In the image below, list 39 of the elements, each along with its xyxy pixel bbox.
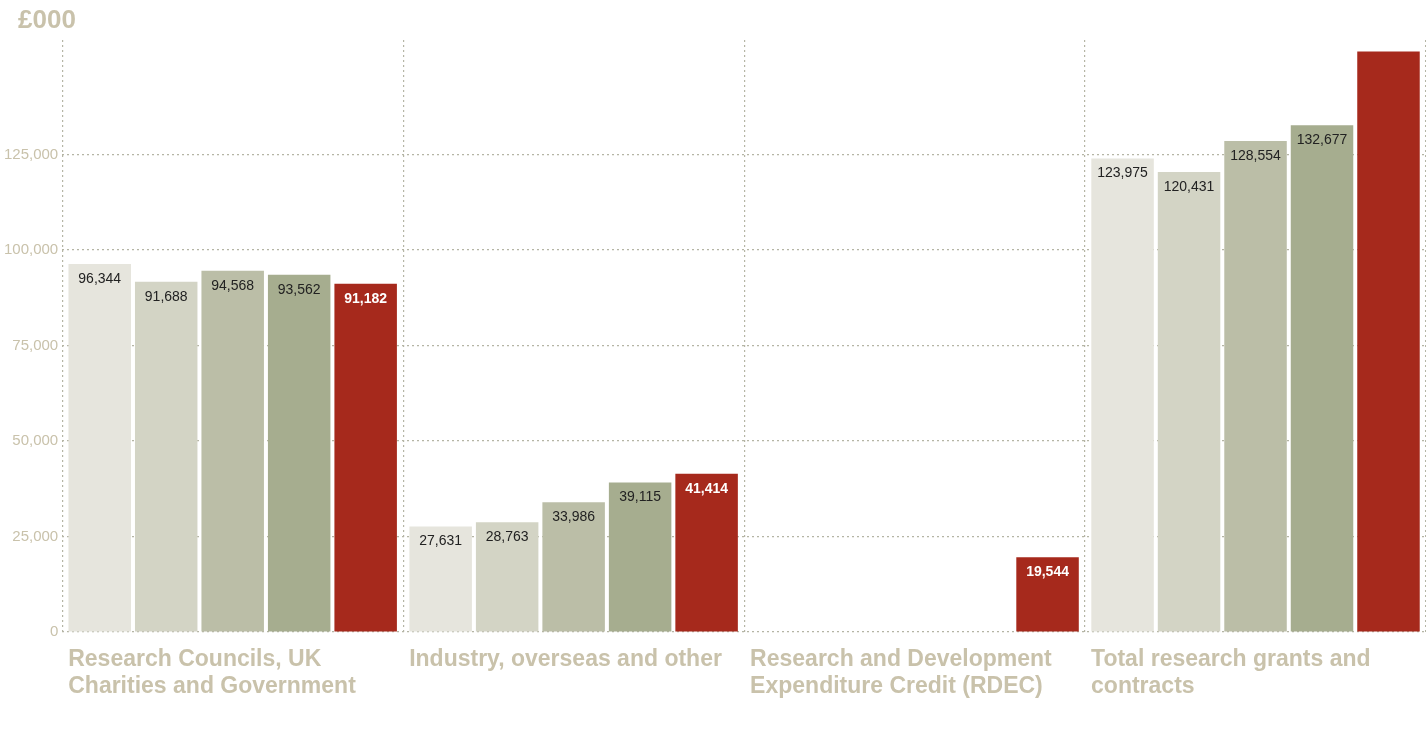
data-label: 41,414: [685, 479, 729, 496]
data-label: 132,677: [1296, 131, 1348, 148]
bar: [1157, 172, 1221, 632]
y-tick-label: 50,000: [12, 431, 59, 449]
y-tick-label: 25,000: [12, 526, 59, 544]
data-label: 39,115: [619, 488, 662, 505]
y-tick-label: 100,000: [3, 240, 59, 258]
bar: [1016, 557, 1079, 632]
y-tick-label: 75,000: [12, 335, 59, 353]
data-label: 128,554: [1230, 146, 1282, 163]
data-label: 33,986: [552, 508, 596, 525]
bar: [1290, 125, 1354, 632]
x-tick-label: Research and Development Expenditure Credit (RDEC): [750, 644, 1053, 698]
x-tick-label: Total research grants and contracts: [1091, 644, 1371, 698]
bar: [1357, 51, 1420, 632]
bar: [267, 274, 331, 632]
data-label: 91,182: [344, 289, 388, 306]
data-label: 123,975: [1097, 164, 1149, 181]
bar: [475, 522, 539, 632]
bar: [334, 283, 397, 632]
bar: [1091, 158, 1154, 632]
data-label: 28,763: [485, 528, 529, 544]
data-label: 19,544: [1026, 563, 1070, 580]
y-tick-label: 0: [49, 622, 59, 640]
data-label: 91,688: [144, 287, 188, 304]
bar: [409, 526, 472, 632]
y-tick-label: 125,000: [3, 144, 59, 162]
data-label: 120,431: [1163, 177, 1215, 194]
data-label: 93,562: [277, 280, 321, 297]
data-label: 27,631: [419, 532, 463, 549]
data-label: 94,568: [211, 276, 255, 293]
bar: [608, 482, 672, 632]
data-label: 96,344: [78, 269, 122, 286]
x-tick-label: Research Councils, UK Charities and Government: [68, 644, 357, 698]
bar: [675, 473, 738, 632]
bar: [68, 264, 131, 632]
y-axis-title: £000: [18, 4, 76, 35]
x-tick-label: Industry, overseas and other: [409, 644, 722, 671]
bar: [134, 281, 198, 632]
